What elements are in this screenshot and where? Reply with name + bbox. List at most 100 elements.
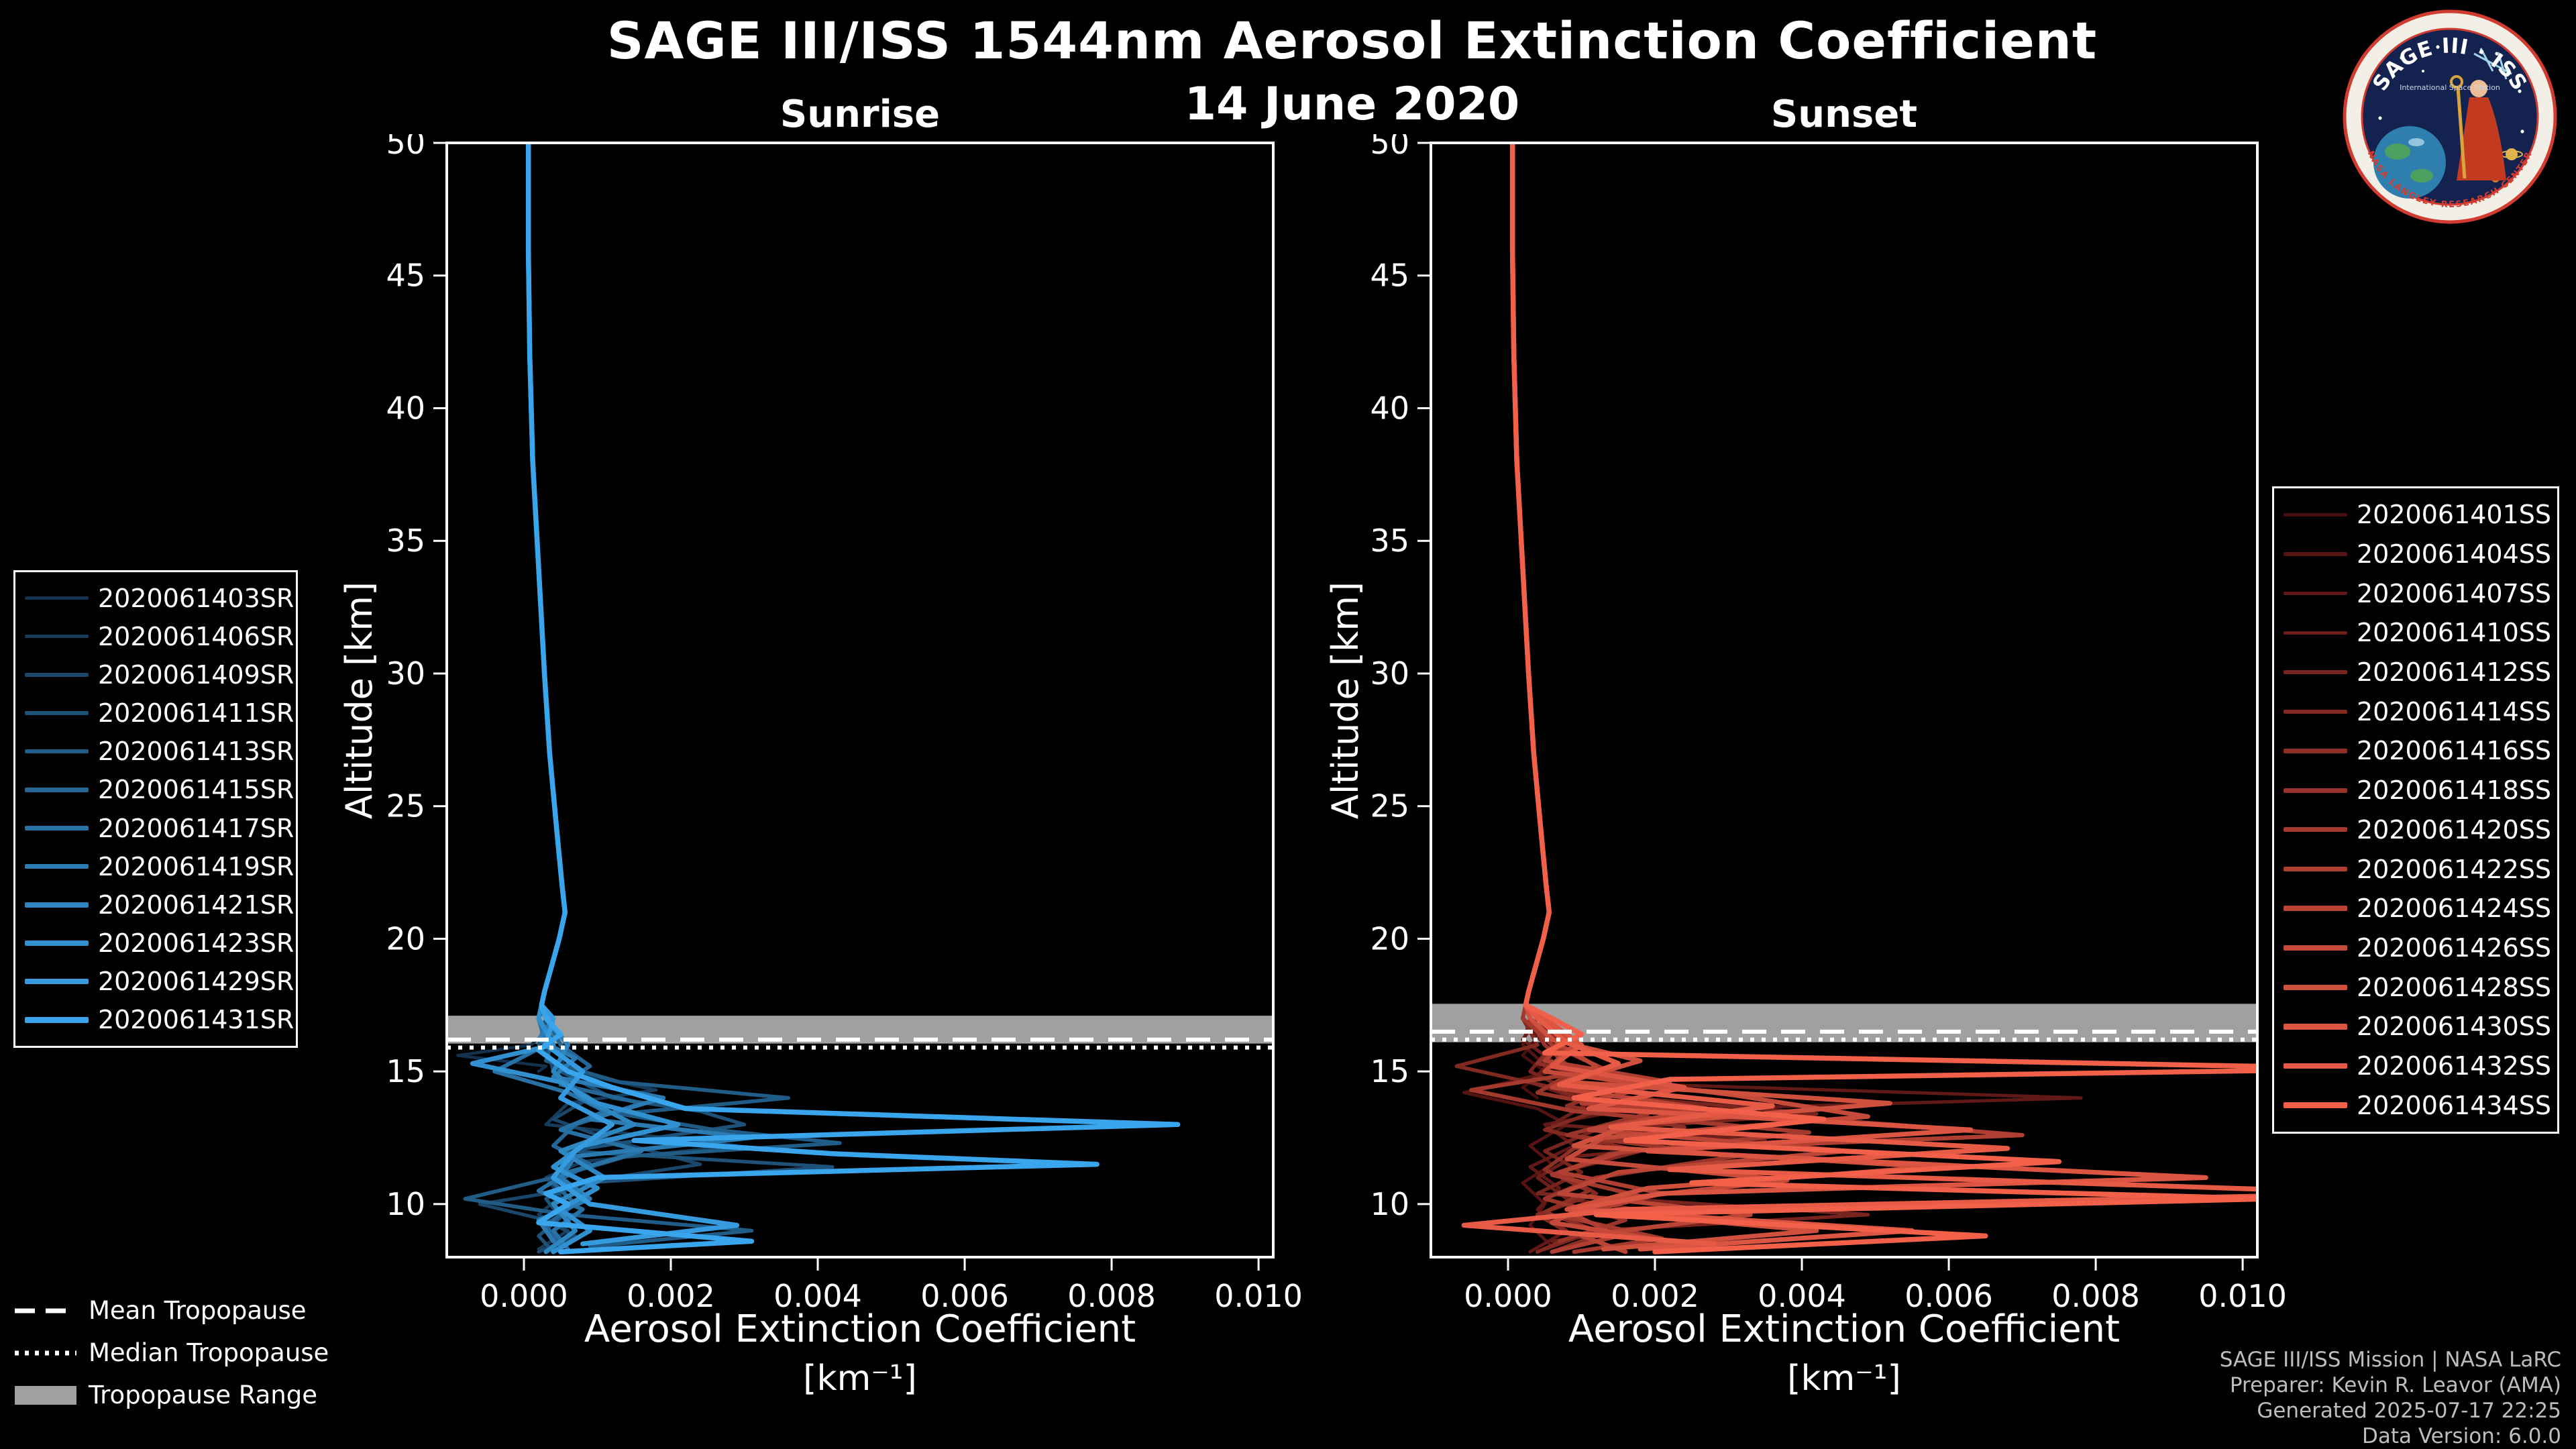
legend-line-sample-icon bbox=[2284, 866, 2347, 872]
y-tick-label: 30 bbox=[1370, 655, 1409, 692]
legend-event-label: 2020061428SS bbox=[2357, 972, 2552, 1002]
legend-item: 2020061407SS bbox=[2284, 579, 2551, 608]
legend-item: 2020061421SR bbox=[25, 890, 294, 920]
legend-line-sample-icon bbox=[2284, 591, 2347, 596]
legend-line-sample-icon bbox=[2284, 631, 2347, 635]
x-tick-label: 0.000 bbox=[1464, 1278, 1552, 1314]
chart-date: 14 June 2020 bbox=[1184, 78, 1520, 131]
sage-iii-iss-logo: SAGE III · ISS International Space Stati… bbox=[2343, 9, 2557, 224]
legend-line-sample-icon bbox=[2284, 552, 2347, 556]
logo-earth bbox=[2373, 126, 2446, 199]
legend-event-label: 2020061431SR bbox=[98, 1005, 294, 1035]
tropopause-range-label: Tropopause Range bbox=[89, 1381, 318, 1409]
sunset-panel-title: Sunset bbox=[1770, 93, 1918, 136]
legend-event-label: 2020061424SS bbox=[2357, 894, 2552, 924]
legend-item: 2020061424SS bbox=[2284, 894, 2552, 924]
legend-item: 2020061416SS bbox=[2284, 736, 2552, 766]
attribution-footer: SAGE III/ISS Mission | NASA LaRC Prepare… bbox=[2220, 1347, 2561, 1449]
y-tick-label: 40 bbox=[1370, 390, 1409, 426]
legend-line-sample-icon bbox=[25, 1016, 89, 1023]
x-tick-label: 0.010 bbox=[2198, 1278, 2287, 1314]
plot-border bbox=[445, 142, 1275, 1258]
profile-line-2020061434SS bbox=[1509, 143, 2257, 1254]
median-tropopause-dotted-icon bbox=[15, 1350, 76, 1355]
legend-event-label: 2020061434SS bbox=[2357, 1090, 2552, 1120]
legend-line-sample-icon bbox=[2284, 513, 2347, 517]
legend-line-sample-icon bbox=[25, 749, 89, 754]
y-tick-label: 10 bbox=[386, 1186, 425, 1222]
profile-line-2020061428SS bbox=[1510, 143, 1937, 1252]
chart-title: SAGE III/ISS 1544nm Aerosol Extinction C… bbox=[606, 11, 2098, 70]
plot-border bbox=[1430, 142, 2259, 1258]
x-tick-label: 0.006 bbox=[920, 1278, 1009, 1314]
x-tick-label: 0.004 bbox=[1758, 1278, 1846, 1314]
profile-line-2020061431SR bbox=[525, 143, 1181, 1254]
legend-item: 2020061412SS bbox=[2284, 657, 2552, 688]
legend-event-label: 2020061416SS bbox=[2357, 736, 2552, 766]
legend-line-sample-icon bbox=[25, 787, 89, 792]
legend-line-sample-icon bbox=[2284, 709, 2347, 714]
legend-item: 2020061410SS bbox=[2284, 618, 2551, 647]
legend-event-label: 2020061430SS bbox=[2357, 1012, 2552, 1042]
legend-event-label: 2020061432SS bbox=[2357, 1051, 2552, 1081]
y-tick-label: 10 bbox=[1370, 1186, 1409, 1222]
x-tick-label: 0.004 bbox=[773, 1278, 862, 1314]
legend-line-sample-icon bbox=[25, 596, 89, 600]
legend-item: 2020061432SS bbox=[2284, 1051, 2552, 1081]
legend-line-sample-icon bbox=[2284, 670, 2347, 675]
y-tick-label: 30 bbox=[386, 655, 425, 692]
logo-stars bbox=[2378, 45, 2524, 133]
legend-line-sample-icon bbox=[25, 978, 89, 985]
legend-event-label: 2020061422SS bbox=[2357, 854, 2552, 884]
y-tick-label: 45 bbox=[1370, 258, 1409, 294]
legend-item: 2020061413SR bbox=[25, 737, 294, 766]
legend-item: 2020061426SS bbox=[2284, 933, 2551, 963]
legend-line-sample-icon bbox=[25, 902, 89, 908]
legend-line-sample-icon bbox=[2284, 1102, 2347, 1109]
x-tick-label: 0.002 bbox=[1611, 1278, 1699, 1314]
logo-outer-border bbox=[2343, 9, 2557, 224]
legend-item: 2020061403SR bbox=[25, 584, 294, 613]
mean-tropopause-dashed-icon bbox=[15, 1308, 76, 1313]
legend-line-sample-icon bbox=[25, 673, 89, 677]
legend-event-label: 2020061403SR bbox=[98, 583, 294, 613]
legend-event-label: 2020061417SR bbox=[98, 813, 294, 843]
y-tick-label: 15 bbox=[1370, 1053, 1409, 1089]
legend-item: 2020061423SR bbox=[25, 928, 294, 958]
y-tick-label: 20 bbox=[1370, 920, 1409, 957]
x-axis-label-sunset: Aerosol Extinction Coefficient [km⁻¹] bbox=[1431, 1304, 2257, 1402]
legend-event-label: 2020061412SS bbox=[2357, 657, 2552, 688]
legend-item: 2020061430SS bbox=[2284, 1012, 2552, 1042]
legend-item: 2020061434SS bbox=[2284, 1090, 2552, 1120]
sunset-plot: 10 15 20 25 30 35 40 45 50 0.000 0.002 0.004 0.006 0.… bbox=[1370, 134, 2287, 1314]
sunrise-panel-title: Sunrise bbox=[780, 93, 941, 136]
legend-line-sample-icon bbox=[25, 635, 89, 639]
legend-line-sample-icon bbox=[2284, 788, 2347, 793]
y-tick-label: 50 bbox=[386, 134, 425, 161]
legend-event-label: 2020061413SR bbox=[98, 737, 294, 767]
y-tick-label: 15 bbox=[386, 1053, 425, 1089]
median-tropopause-label: Median Tropopause bbox=[89, 1338, 329, 1367]
x-tick-label: 0.008 bbox=[2051, 1278, 2140, 1314]
legend-item: 2020061415SR bbox=[25, 775, 294, 804]
x-tick-label: 0.006 bbox=[1904, 1278, 1993, 1314]
x-axis-label-text: Aerosol Extinction Coefficient bbox=[1568, 1307, 2121, 1351]
sunrise-legend: 2020061403SR 2020061406SR 2020061409SR 2020… bbox=[13, 570, 298, 1048]
tropopause-range-legend-item: Tropopause Range bbox=[15, 1381, 329, 1409]
mean-tropopause-legend-item: Mean Tropopause bbox=[15, 1296, 329, 1325]
legend-event-label: 2020061414SS bbox=[2357, 696, 2552, 727]
legend-line-sample-icon bbox=[2284, 827, 2347, 833]
logo-subtitle-text: International Space Station bbox=[2400, 83, 2500, 92]
x-axis-label-text: Aerosol Extinction Coefficient bbox=[584, 1307, 1136, 1351]
legend-line-sample-icon bbox=[2284, 1024, 2347, 1030]
legend-event-label: 2020061418SS bbox=[2357, 775, 2552, 806]
logo-iss-icon bbox=[2473, 48, 2512, 80]
tropopause-range-swatch-icon bbox=[15, 1385, 76, 1405]
footer-preparer: Preparer: Kevin R. Leavor (AMA) bbox=[2229, 1373, 2561, 1397]
y-tick-label: 25 bbox=[386, 788, 425, 824]
legend-event-label: 2020061406SR bbox=[98, 621, 294, 651]
footer-mission: SAGE III/ISS Mission | NASA LaRC bbox=[2219, 1348, 2561, 1372]
y-tick-label: 35 bbox=[1370, 523, 1409, 559]
y-tick-label: 35 bbox=[386, 523, 425, 559]
legend-line-sample-icon bbox=[2284, 1063, 2347, 1069]
